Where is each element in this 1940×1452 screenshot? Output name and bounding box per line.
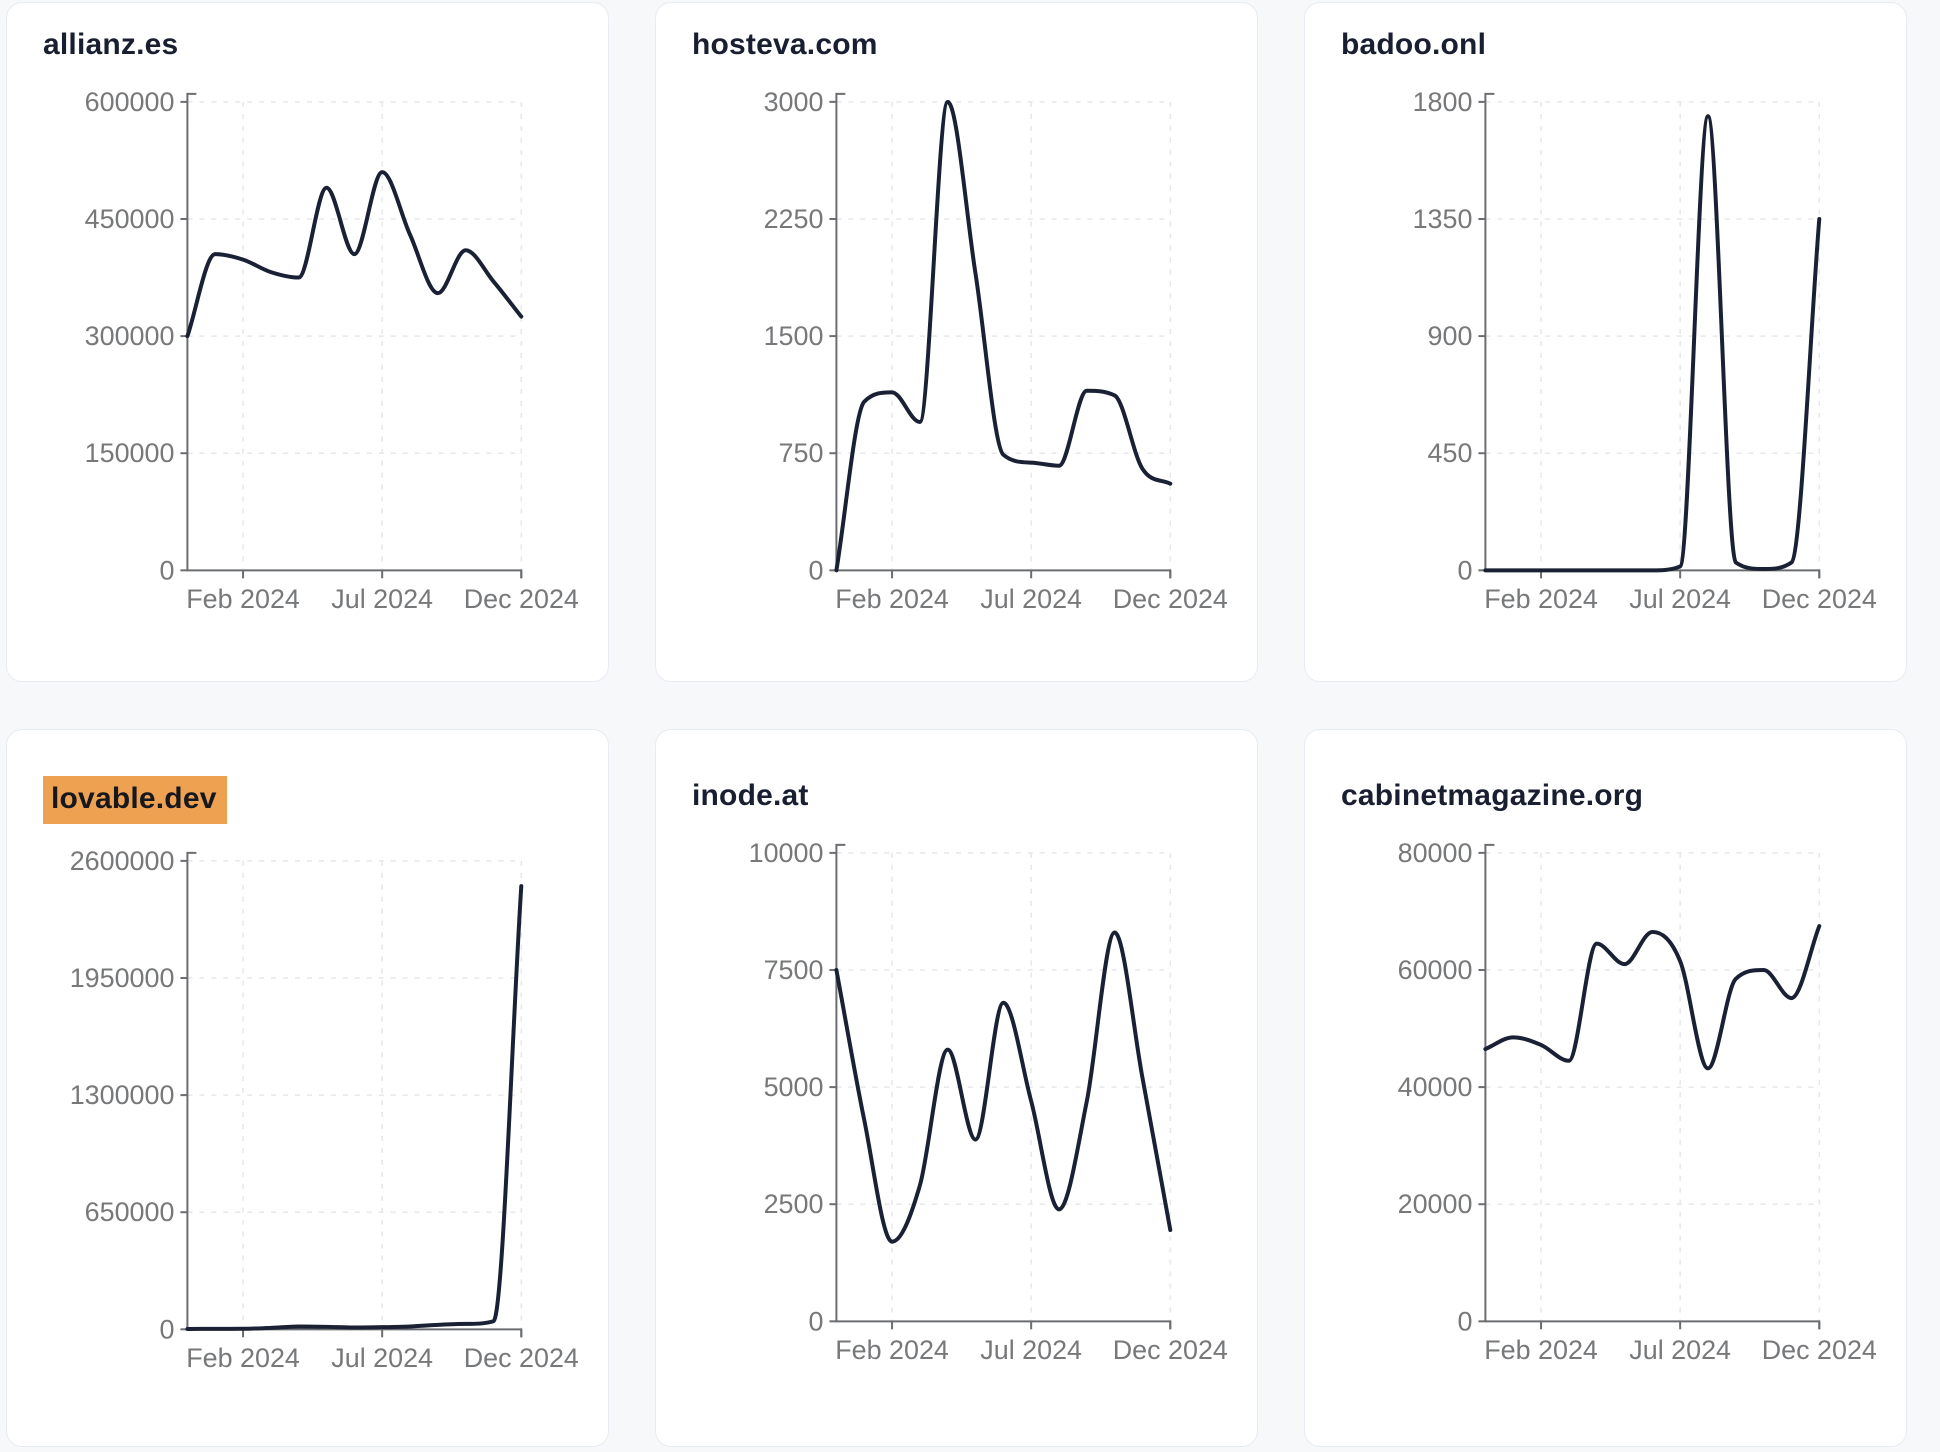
domain-label: cabinetmagazine.org [1341,779,1644,812]
gridlines [836,852,1172,1322]
y-tick-label: 1350 [1413,204,1473,234]
chart-title: cabinetmagazine.org [1341,776,1886,816]
x-tick-label: Feb 2024 [186,584,300,614]
y-tick-label: 5000 [764,1072,824,1102]
traffic-line [834,99,1173,573]
x-tick-label: Dec 2024 [1113,1335,1228,1365]
x-tick-label: Dec 2024 [1762,584,1877,614]
chart-title: allianz.es [43,25,588,65]
traffic-line [1483,114,1822,573]
x-tick-label: Jul 2024 [1629,1335,1731,1365]
y-tick-label: 0 [1457,555,1472,585]
axis-labels: 0 20000 40000 60000 80000 Feb 2024 Jul 2024 Dec… [1398,838,1877,1365]
domain-label: allianz.es [43,28,179,61]
x-tick-label: Jul 2024 [331,584,433,614]
domain-label: inode.at [692,779,809,812]
y-tick-label: 0 [159,555,174,585]
axes [1478,843,1821,1330]
axis-labels: 0 450 900 1350 1800 Feb 2024 Jul 2024 Dec 2024 [1413,87,1877,614]
y-tick-label: 0 [159,1314,174,1344]
x-tick-label: Dec 2024 [464,584,579,614]
chart-card-allianz-es: allianz.es 0 150000 300000 450000 600000 Feb … [6,2,609,682]
x-tick-label: Dec 2024 [1113,584,1228,614]
y-tick-label: 450 [1428,438,1473,468]
axis-labels: 0 150000 300000 450000 600000 Feb 2024 Jul 202… [85,87,579,614]
x-tick-label: Jul 2024 [331,1343,433,1373]
y-tick-label: 300000 [85,321,175,351]
traffic-line-chart: 0 750 1500 2250 3000 Feb 2024 Jul 2024 Dec 2024 [764,87,1228,614]
traffic-line-chart: 0 20000 40000 60000 80000 Feb 2024 Jul 2024 Dec… [1398,838,1877,1365]
gridlines [187,860,523,1330]
domain-label: badoo.onl [1341,28,1487,61]
traffic-line [185,170,524,339]
x-tick-label: Dec 2024 [464,1343,579,1373]
y-tick-label: 0 [808,1306,823,1336]
y-tick-label: 3000 [764,87,824,117]
chart-title: badoo.onl [1341,25,1886,65]
axis-labels: 0 750 1500 2250 3000 Feb 2024 Jul 2024 Dec 2024 [764,87,1228,614]
y-tick-label: 2250 [764,204,824,234]
chart-title: lovable.dev [43,776,588,824]
y-tick-label: 2600000 [70,846,175,876]
y-tick-label: 750 [779,438,824,468]
y-tick-label: 0 [1457,1306,1472,1336]
y-tick-label: 20000 [1398,1189,1473,1219]
gridlines [1485,852,1821,1322]
traffic-line-chart: 0 450 900 1350 1800 Feb 2024 Jul 2024 Dec 2024 [1413,87,1877,614]
gridlines [187,101,523,571]
axes [1478,92,1821,579]
domain-label-highlighted: lovable.dev [43,776,227,824]
traffic-line-chart: 0 150000 300000 450000 600000 Feb 2024 Jul 202… [85,87,579,614]
y-tick-label: 7500 [764,955,824,985]
y-tick-label: 0 [808,555,823,585]
traffic-line-chart: 0 2500 5000 7500 10000 Feb 2024 Jul 2024 Dec 20… [749,838,1228,1365]
chart-title: hosteva.com [692,25,1237,65]
y-tick-label: 60000 [1398,955,1473,985]
traffic-line [1483,924,1822,1071]
chart-card-badoo-onl: badoo.onl 0 450 900 1350 1800 Feb 2024 Jul 202… [1304,2,1907,682]
x-tick-label: Feb 2024 [1484,1335,1598,1365]
x-tick-label: Feb 2024 [835,1335,949,1365]
traffic-line-chart: 0 650000 1300000 1950000 2600000 Feb 2024 Jul … [70,846,579,1373]
gridlines [836,101,1172,571]
y-tick-label: 80000 [1398,838,1473,868]
axes [180,92,523,579]
chart-card-cabinetmagazine-org: cabinetmagazine.org 0 20000 40000 60000 8000… [1304,729,1907,1447]
x-tick-label: Feb 2024 [1484,584,1598,614]
domain-label: hosteva.com [692,28,878,61]
y-tick-label: 40000 [1398,1072,1473,1102]
y-tick-label: 600000 [85,87,175,117]
chart-card-hosteva-com: hosteva.com 0 750 1500 2250 3000 Feb 2024 Jul … [655,2,1258,682]
x-tick-label: Jul 2024 [980,584,1082,614]
x-tick-label: Jul 2024 [980,1335,1082,1365]
y-tick-label: 900 [1428,321,1473,351]
traffic-line [834,930,1173,1244]
chart-title: inode.at [692,776,1237,816]
chart-card-lovable-dev: lovable.dev 0 650000 1300000 1950000 2600000… [6,729,609,1447]
y-tick-label: 1300000 [70,1080,175,1110]
axes [180,851,523,1338]
x-tick-label: Feb 2024 [186,1343,300,1373]
y-tick-label: 1950000 [70,963,175,993]
axes [829,92,1172,579]
y-tick-label: 2500 [764,1189,824,1219]
gridlines [1485,101,1821,571]
y-tick-label: 1800 [1413,87,1473,117]
x-tick-label: Jul 2024 [1629,584,1731,614]
y-tick-label: 650000 [85,1197,175,1227]
x-tick-label: Feb 2024 [835,584,949,614]
axis-labels: 0 2500 5000 7500 10000 Feb 2024 Jul 2024 Dec 20… [749,838,1228,1365]
y-tick-label: 10000 [749,838,824,868]
y-tick-label: 150000 [85,438,175,468]
chart-card-inode-at: inode.at 0 2500 5000 7500 10000 Feb 2024 Jul 2… [655,729,1258,1447]
traffic-line [185,884,524,1331]
x-tick-label: Dec 2024 [1762,1335,1877,1365]
axes [829,843,1172,1330]
y-tick-label: 450000 [85,204,175,234]
axis-labels: 0 650000 1300000 1950000 2600000 Feb 2024 Jul … [70,846,579,1373]
y-tick-label: 1500 [764,321,824,351]
